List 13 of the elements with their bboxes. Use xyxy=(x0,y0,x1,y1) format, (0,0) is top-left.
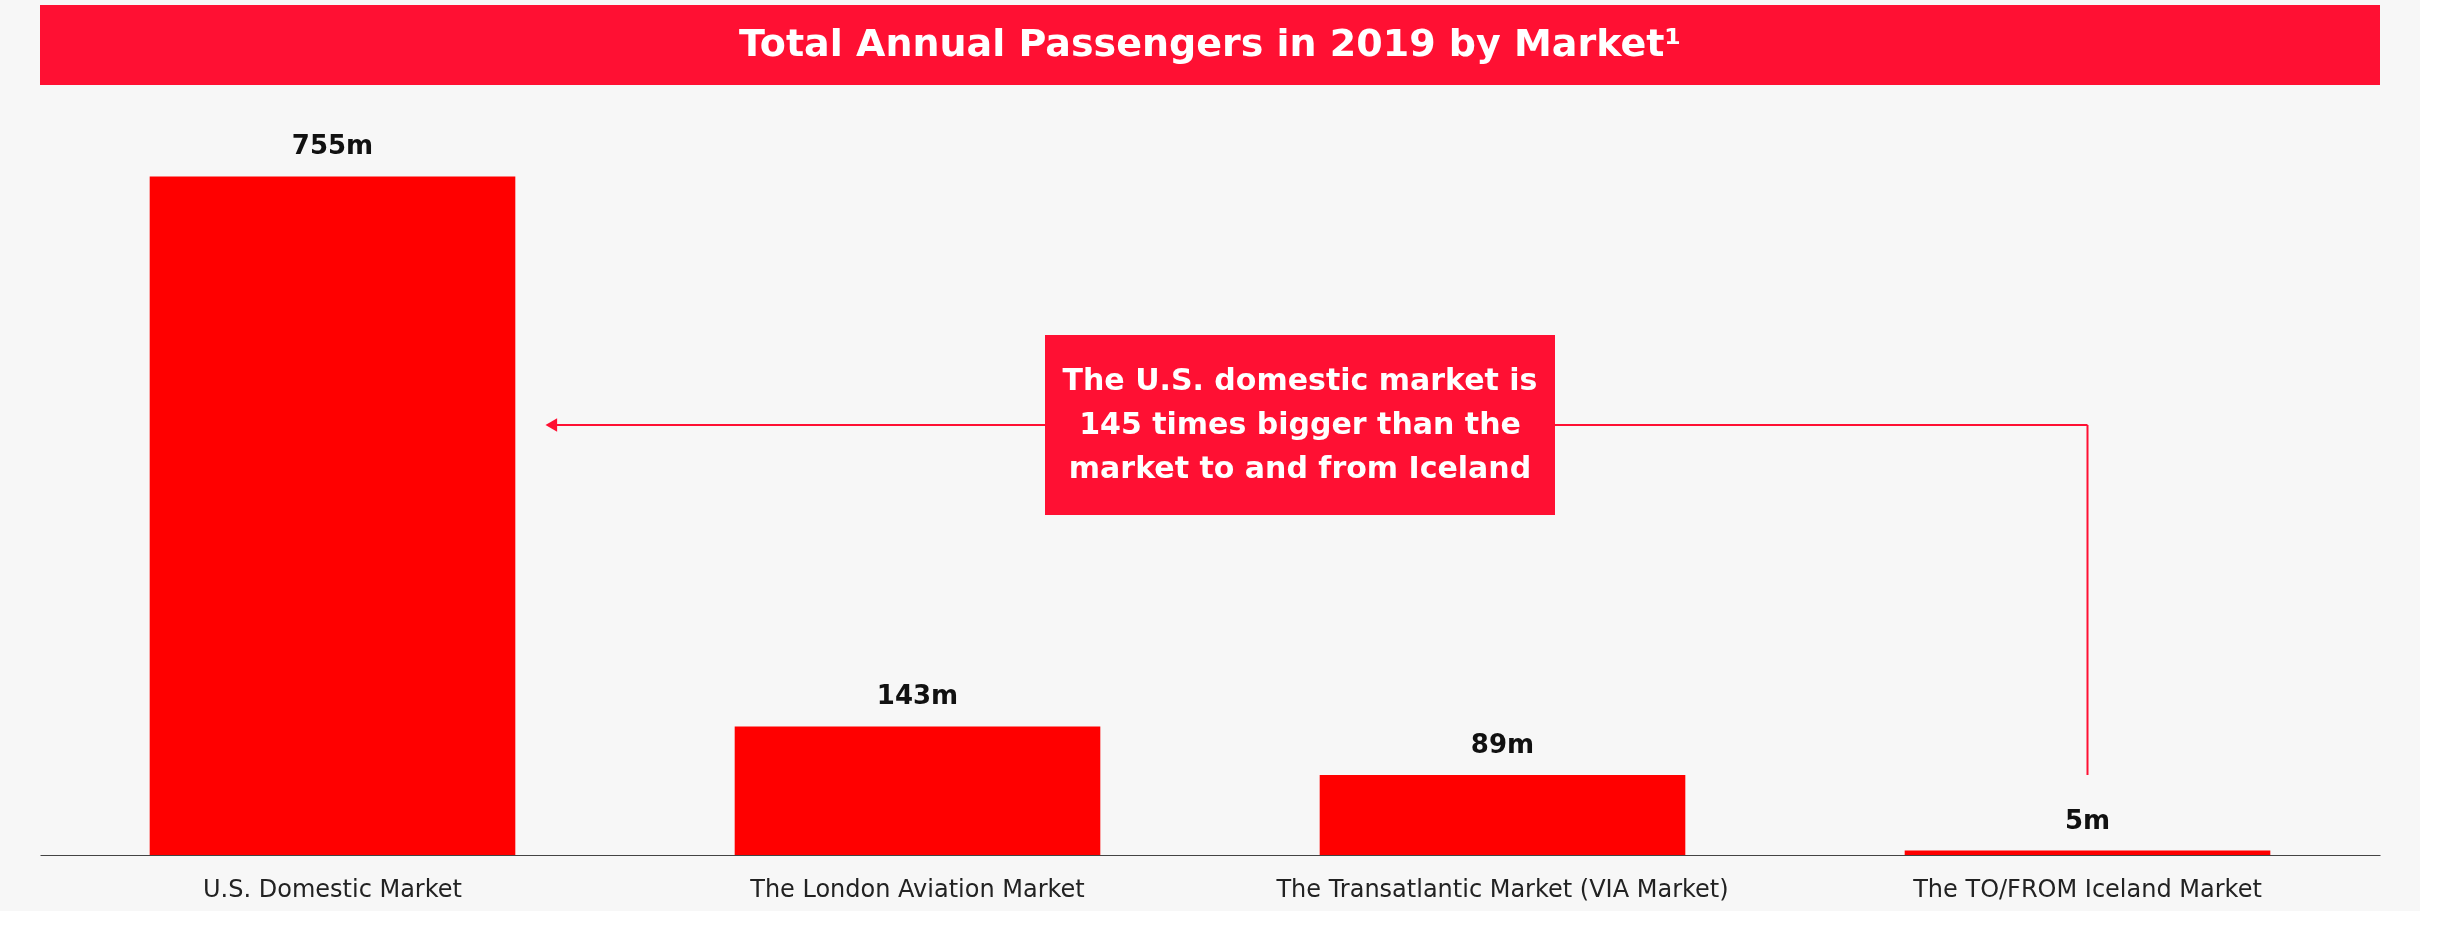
data-label: 755m xyxy=(291,130,374,161)
x-tick-label: U.S. Domestic Market xyxy=(203,874,462,903)
annotation: The U.S. domestic market is 145 times bigger than the market to and from Iceland xyxy=(1062,362,1538,485)
data-label: 89m xyxy=(1470,729,1535,760)
bar xyxy=(734,726,1101,855)
chart-title: Total Annual Passengers in 2019 by Market¹ xyxy=(738,21,1682,65)
x-tick-label: The London Aviation Market xyxy=(749,874,1085,903)
data-label: 5m xyxy=(2064,804,2111,835)
data-label: 143m xyxy=(876,680,959,711)
x-tick-label: The Transatlantic Market (VIA Market) xyxy=(1275,874,1729,903)
bar xyxy=(1319,775,1686,855)
bar xyxy=(149,176,516,855)
x-tick-label: The TO/FROM Iceland Market xyxy=(1912,874,2262,903)
